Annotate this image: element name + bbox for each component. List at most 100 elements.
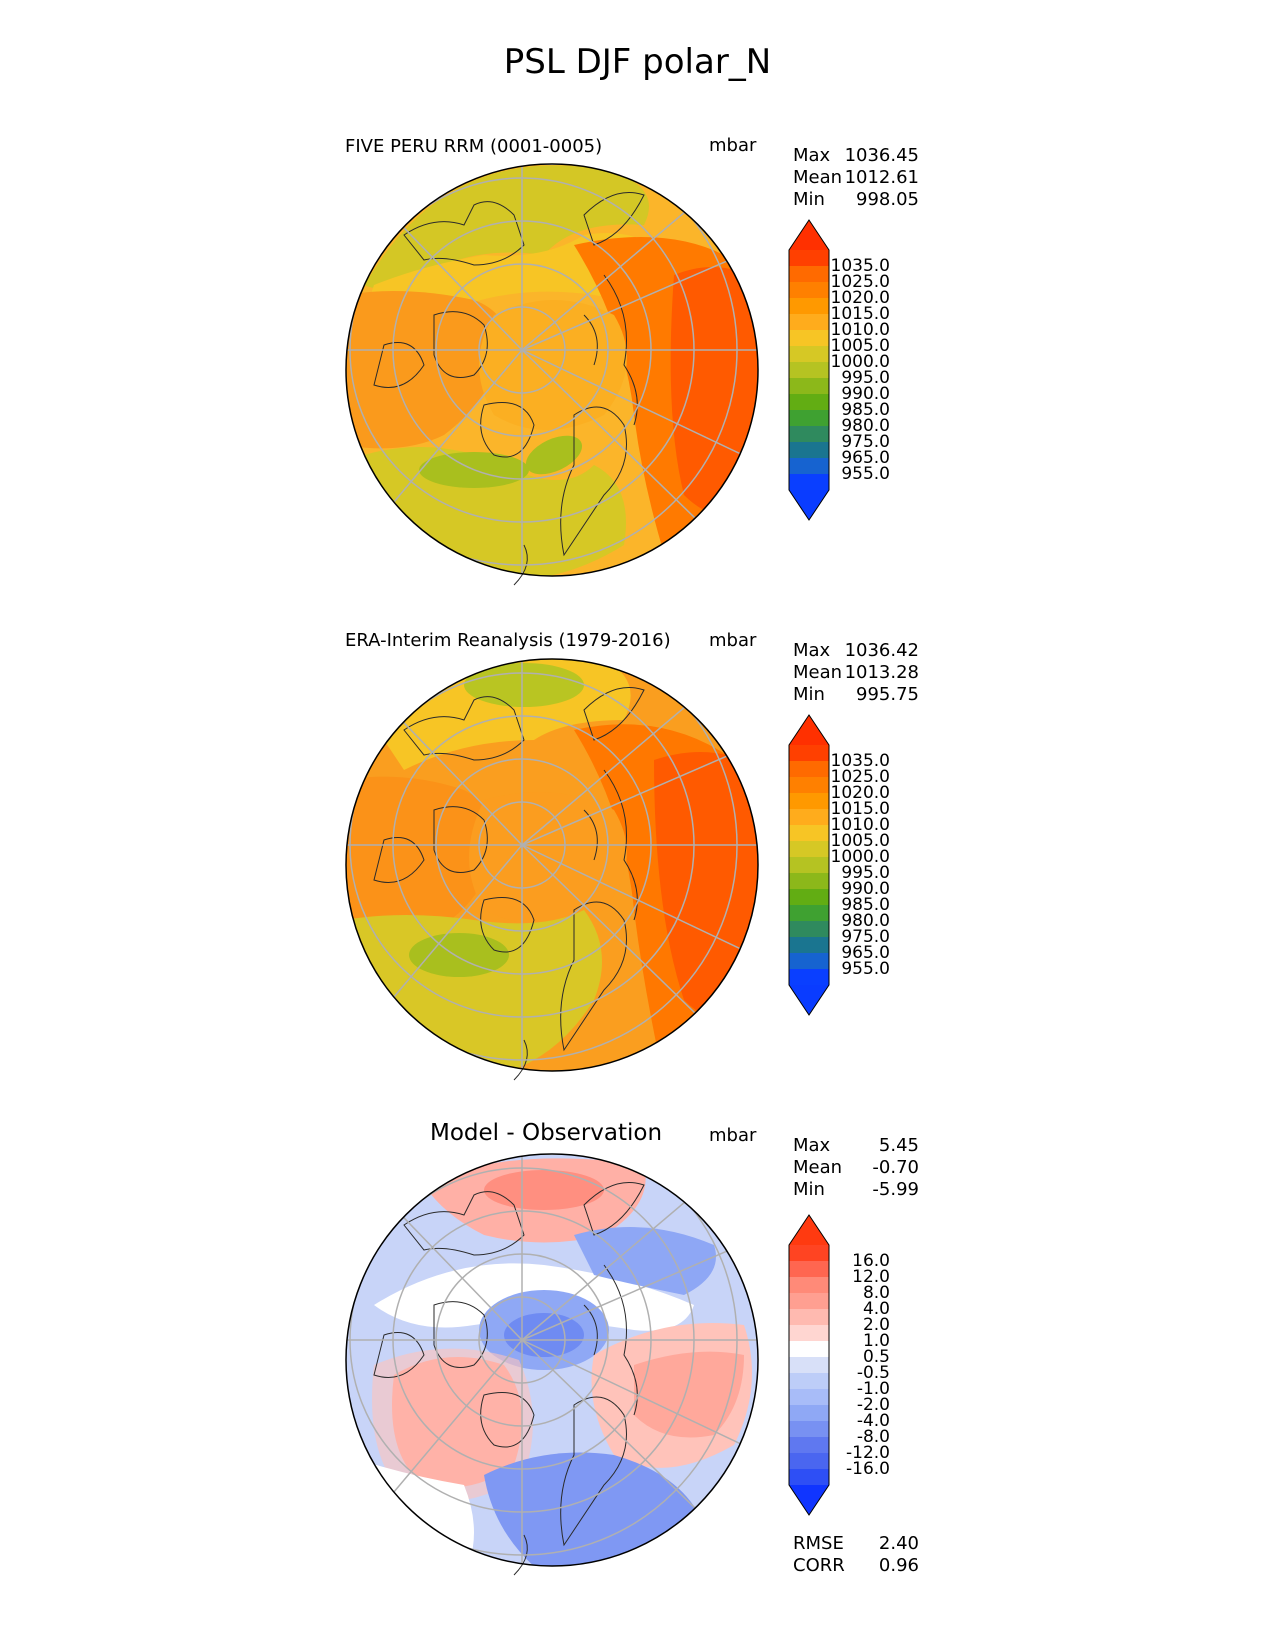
mean-value: 1012.61 — [844, 167, 919, 188]
colorbar-bin — [789, 825, 829, 842]
panel-title-model: FIVE PERU RRM (0001-0005) — [345, 136, 603, 157]
colorbar-tick-label: 1.0 — [862, 1331, 890, 1351]
colorbar-tick-label: 1020.0 — [830, 288, 890, 308]
min-label: Min — [793, 684, 825, 705]
colorbar-tick-label: 995.0 — [841, 368, 890, 388]
colorbar-bin — [789, 921, 829, 938]
polar-map-diff — [345, 1153, 759, 1576]
diff-contour-north-pos-core — [484, 1170, 604, 1210]
colorbar-bin — [789, 250, 829, 267]
min-value: -5.99 — [872, 1179, 919, 1200]
colorbar-bin — [789, 1469, 829, 1486]
colorbar-bin — [789, 442, 829, 459]
colorbar-tick-label: 995.0 — [841, 863, 890, 883]
coastlines — [373, 1182, 645, 1576]
colorbar-tick-label: 975.0 — [841, 432, 890, 452]
stats-diff: Max 5.45 Mean -0.70 Min -5.99 — [793, 1135, 919, 1201]
colorbar-tick-label: 1005.0 — [830, 336, 890, 356]
max-label: Max — [793, 640, 831, 661]
colorbar-tick-label: 1010.0 — [830, 320, 890, 340]
map-boundary — [345, 658, 759, 1072]
colorbar-tick-label: 1025.0 — [830, 767, 890, 787]
colorbar-tick-label: 1005.0 — [830, 831, 890, 851]
colorbar-bin — [789, 937, 829, 954]
psl-contour-east-max — [670, 267, 758, 515]
min-label: Min — [793, 1179, 825, 1200]
colorbar-tick-label: 12.0 — [852, 1267, 890, 1287]
colorbar-tick-label: 965.0 — [841, 448, 890, 468]
metrics: RMSE 2.40 CORR 0.96 — [793, 1533, 919, 1577]
panel-title-obs: ERA-Interim Reanalysis (1979-2016) — [345, 630, 671, 651]
psl-contour-min-b — [525, 435, 583, 475]
max-value: 1036.45 — [844, 145, 919, 166]
colorbar-bin — [789, 857, 829, 874]
panel-title-diff: Model - Observation — [430, 1120, 663, 1146]
colorbar-bin — [789, 873, 829, 890]
graticule — [346, 164, 758, 576]
colorbar-tick-label: 975.0 — [841, 927, 890, 947]
colorbar-bin — [789, 314, 829, 331]
colorbar-tick-label: 955.0 — [841, 464, 890, 484]
diff-contour-east-pos-core — [634, 1351, 744, 1438]
colorbar-tick-label: 0.5 — [862, 1347, 890, 1367]
min-value: 995.75 — [856, 684, 919, 705]
colorbar-tick-label: 1025.0 — [830, 272, 890, 292]
psl-contour-north-low — [364, 165, 649, 289]
psl-contour-west-high — [346, 291, 506, 449]
colorbar-bin — [789, 378, 829, 395]
max-label: Max — [793, 145, 831, 166]
colorbar-bin — [789, 889, 829, 906]
colorbar-bin — [789, 1389, 829, 1406]
colorbar-bin — [789, 1405, 829, 1422]
colorbar-tick-label: 990.0 — [841, 879, 890, 899]
colorbar-outline — [788, 714, 830, 1016]
colorbar-tick-label: -4.0 — [856, 1411, 890, 1431]
diff-contour-northeast-neg — [574, 1227, 716, 1295]
figure-title: PSL DJF polar_N — [503, 42, 772, 82]
map-boundary — [345, 163, 759, 577]
psl-contour-min — [409, 933, 509, 977]
rmse-label: RMSE — [793, 1533, 844, 1554]
colorbar-bin — [789, 953, 829, 970]
corr-label: CORR — [793, 1555, 845, 1576]
units-label-diff: mbar — [709, 1125, 757, 1146]
mean-label: Mean — [793, 662, 843, 683]
colorbar-bin — [789, 1277, 829, 1294]
diff-contour-west-pos-outer — [372, 1348, 533, 1502]
mean-value: -0.70 — [872, 1157, 919, 1178]
colorbar-tick-label: -16.0 — [846, 1459, 890, 1479]
colorbar-extend-top — [789, 715, 829, 745]
colorbar-tick-label: 1000.0 — [830, 352, 890, 372]
colorbar-bin — [789, 793, 829, 810]
map-boundary — [345, 1153, 759, 1567]
mean-label: Mean — [793, 167, 843, 188]
min-value: 998.05 — [856, 189, 919, 210]
colorbar-extend-bottom — [789, 490, 829, 520]
psl-contour-north-min — [464, 663, 584, 707]
colorbar-bin — [789, 426, 829, 443]
colorbar-psl-2 — [788, 714, 830, 1016]
psl-contour-east-max — [654, 752, 758, 1020]
colorbar-bin — [789, 1373, 829, 1390]
polar-map-obs — [345, 658, 759, 1081]
max-value: 5.45 — [878, 1135, 919, 1156]
colorbar-tick-label: 1015.0 — [830, 304, 890, 324]
colorbar-tick-label: 955.0 — [841, 959, 890, 979]
colorbar-bin — [789, 282, 829, 299]
max-value: 1036.42 — [844, 640, 919, 661]
colorbar-bin — [789, 458, 829, 475]
max-label: Max — [793, 1135, 831, 1156]
colorbar-tick-label: 2.0 — [862, 1315, 890, 1335]
colorbar-bin — [789, 474, 829, 491]
colorbar-bin — [789, 1293, 829, 1310]
colorbar-bin — [789, 330, 829, 347]
colorbar-tick-label: 1020.0 — [830, 783, 890, 803]
colorbar-bin — [789, 346, 829, 363]
colorbar-tick-label: -8.0 — [856, 1427, 890, 1447]
colorbar-tick-label: 1010.0 — [830, 815, 890, 835]
colorbar-tick-label: 1035.0 — [830, 751, 890, 771]
mean-label: Mean — [793, 1157, 843, 1178]
coastlines — [373, 192, 645, 586]
colorbar-bin — [789, 1325, 829, 1342]
colorbar-tick-label: 1000.0 — [830, 847, 890, 867]
